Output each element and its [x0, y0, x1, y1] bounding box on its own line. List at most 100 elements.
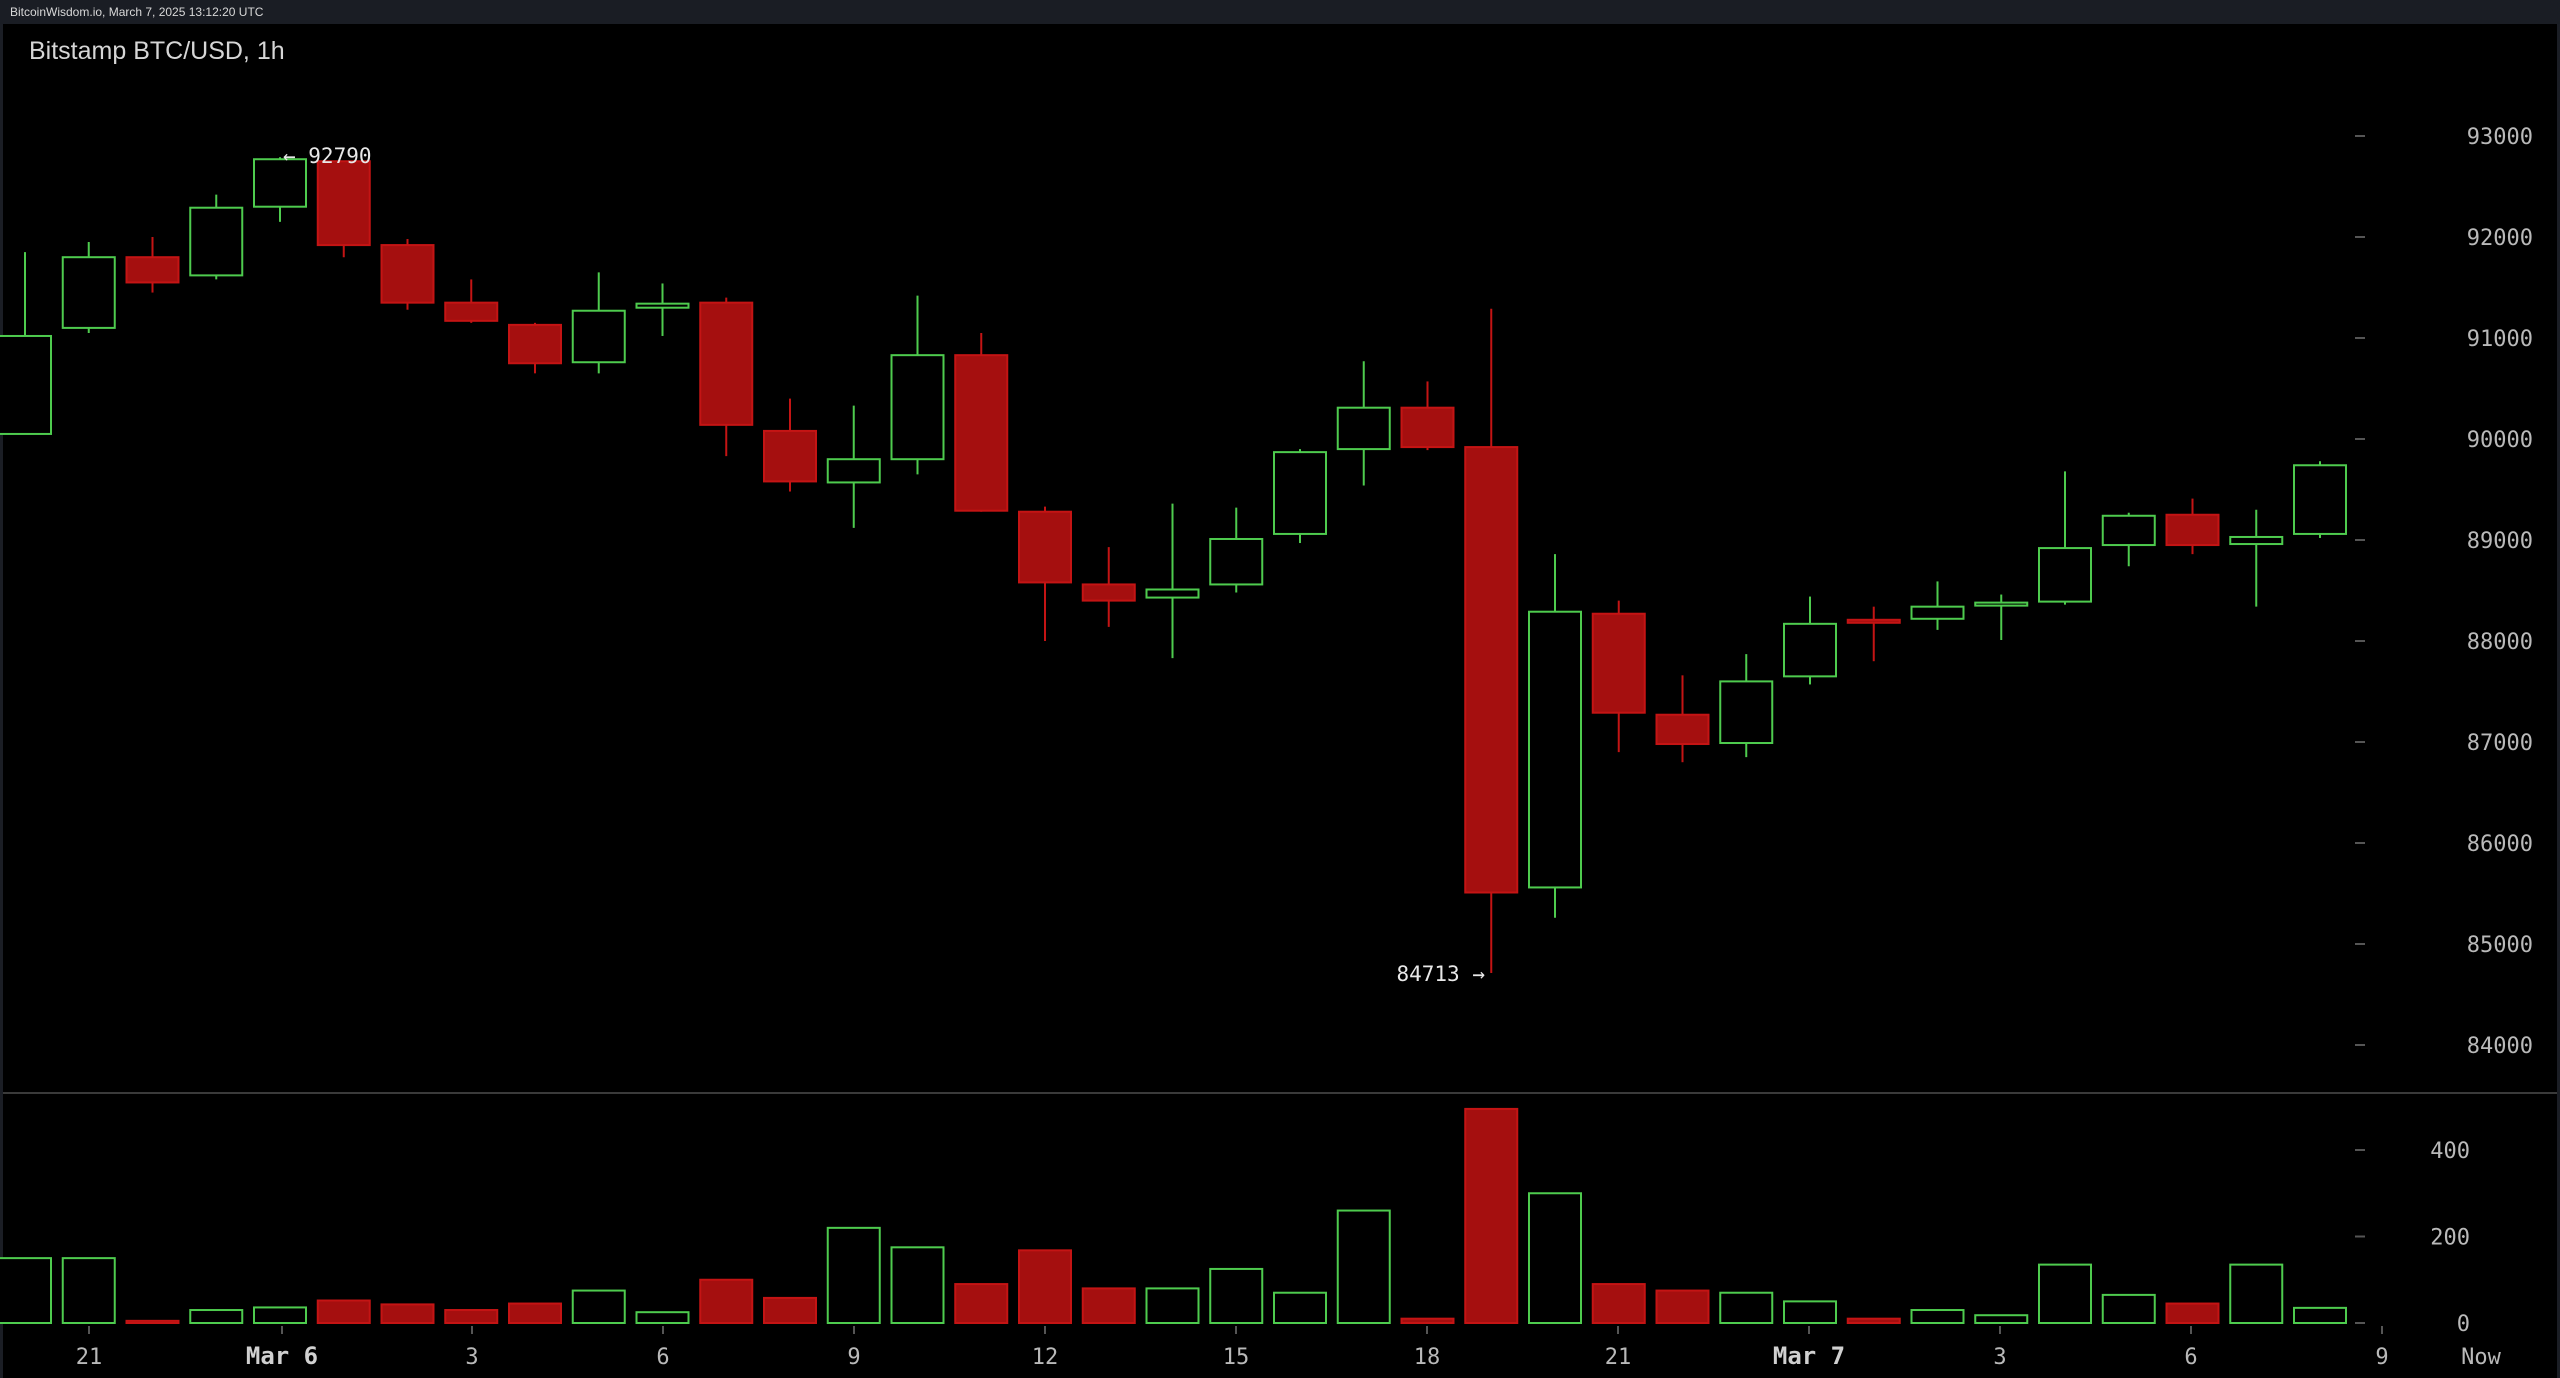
volume-bar[interactable]	[2165, 1302, 2220, 1324]
candle[interactable]	[826, 405, 881, 528]
volume-bar[interactable]	[1209, 1267, 1264, 1324]
volume-bar[interactable]	[380, 1303, 435, 1324]
volume-bar[interactable]	[699, 1278, 754, 1324]
volume-bar[interactable]	[1719, 1291, 1774, 1324]
candle[interactable]	[1974, 594, 2029, 640]
candle-body	[253, 158, 307, 208]
candle[interactable]	[1528, 554, 1582, 918]
price-tick-label: 84000	[2467, 1034, 2533, 1059]
candle[interactable]	[2038, 471, 2092, 605]
volume-bar[interactable]	[316, 1299, 371, 1325]
volume-bar[interactable]	[1464, 1107, 1519, 1324]
volume-bar[interactable]	[1400, 1317, 1455, 1325]
candle-body	[699, 301, 754, 426]
time-tick-label: 15	[1223, 1345, 1250, 1370]
candle[interactable]	[2101, 512, 2156, 567]
volume-bar[interactable]	[0, 1257, 52, 1324]
volume-bar[interactable]	[253, 1306, 307, 1325]
price-tick-label: 89000	[2467, 529, 2533, 554]
candle[interactable]	[380, 239, 435, 310]
volume-bar[interactable]	[125, 1319, 180, 1325]
candle[interactable]	[189, 194, 244, 280]
candle[interactable]	[1145, 503, 1200, 659]
volume-bar[interactable]	[2229, 1263, 2284, 1325]
candle[interactable]	[2229, 509, 2284, 607]
candle[interactable]	[2293, 461, 2347, 538]
candle[interactable]	[1464, 308, 1519, 973]
candle-body	[1783, 622, 1837, 678]
candle[interactable]	[508, 322, 562, 374]
volume-bar[interactable]	[1018, 1249, 1072, 1324]
candle[interactable]	[253, 157, 307, 222]
volume-tick-label: 200	[2430, 1226, 2470, 1251]
candle-body	[1974, 601, 2029, 607]
volume-bar[interactable]	[2293, 1306, 2347, 1325]
candle[interactable]	[1846, 606, 1901, 662]
candle-body	[763, 429, 817, 483]
candle-body	[1591, 612, 1646, 714]
candle-body	[635, 302, 690, 309]
candle[interactable]	[1591, 600, 1646, 753]
volume-bar[interactable]	[954, 1283, 1009, 1324]
candle[interactable]	[444, 279, 499, 323]
candle[interactable]	[763, 398, 817, 492]
candle[interactable]	[890, 295, 945, 475]
candle[interactable]	[0, 252, 52, 435]
volume-bar[interactable]	[1846, 1317, 1901, 1325]
candle-body	[2229, 535, 2284, 546]
volume-bar[interactable]	[635, 1311, 690, 1324]
time-tick-label: 3	[1993, 1345, 2006, 1370]
candle[interactable]	[1018, 506, 1072, 641]
candle[interactable]	[1336, 361, 1391, 486]
candle[interactable]	[699, 297, 754, 457]
volume-bar[interactable]	[2038, 1263, 2092, 1325]
volume-bar[interactable]	[508, 1302, 562, 1324]
candle[interactable]	[1910, 581, 1965, 630]
candle[interactable]	[1273, 449, 1327, 544]
volume-bar[interactable]	[763, 1296, 817, 1325]
volume-bar[interactable]	[890, 1246, 945, 1324]
candle[interactable]	[1719, 654, 1774, 758]
time-axis: 21 Mar 6 3 6 9 12 15 18 21 Mar 7 3 6 9 Now	[76, 1326, 2502, 1370]
candle[interactable]	[61, 242, 116, 333]
volume-bar[interactable]	[826, 1226, 881, 1324]
volume-bar[interactable]	[1528, 1192, 1582, 1324]
price-tick-label: 85000	[2467, 933, 2533, 958]
time-tick-label: 18	[1414, 1345, 1441, 1370]
candle[interactable]	[1081, 547, 1136, 627]
candle-body	[1081, 583, 1136, 602]
candle-body	[2165, 513, 2220, 547]
volume-bar[interactable]	[1591, 1283, 1646, 1324]
candle[interactable]	[954, 332, 1009, 512]
volume-bar[interactable]	[1081, 1287, 1136, 1325]
volume-bar[interactable]	[61, 1257, 116, 1324]
candle-body	[316, 160, 371, 247]
candle[interactable]	[635, 283, 690, 336]
volume-bar[interactable]	[1273, 1291, 1327, 1324]
candle-body	[890, 354, 945, 461]
volume-bar[interactable]	[2101, 1293, 2156, 1324]
candle[interactable]	[125, 237, 180, 293]
candle[interactable]	[1400, 381, 1455, 451]
candle[interactable]	[571, 272, 626, 374]
candle[interactable]	[1209, 507, 1264, 593]
volume-bar[interactable]	[189, 1309, 244, 1325]
volume-bar[interactable]	[1974, 1314, 2029, 1324]
candle-body	[1464, 446, 1519, 894]
volume-bar[interactable]	[1336, 1209, 1391, 1325]
time-tick-label: 6	[2184, 1345, 2197, 1370]
volume-bar[interactable]	[571, 1289, 626, 1324]
candle[interactable]	[316, 160, 371, 258]
time-tick-label: Mar 6	[246, 1342, 318, 1370]
candle-body	[1145, 588, 1200, 599]
volume-bar[interactable]	[1783, 1300, 1837, 1324]
time-tick-label: Now	[2461, 1345, 2501, 1370]
volume-bar[interactable]	[1655, 1289, 1710, 1324]
volume-bar[interactable]	[1910, 1309, 1965, 1325]
candle[interactable]	[2165, 498, 2220, 555]
volume-bar[interactable]	[444, 1309, 499, 1325]
candle[interactable]	[1655, 675, 1710, 763]
volume-bar[interactable]	[1145, 1287, 1200, 1325]
candle[interactable]	[1783, 596, 1837, 685]
